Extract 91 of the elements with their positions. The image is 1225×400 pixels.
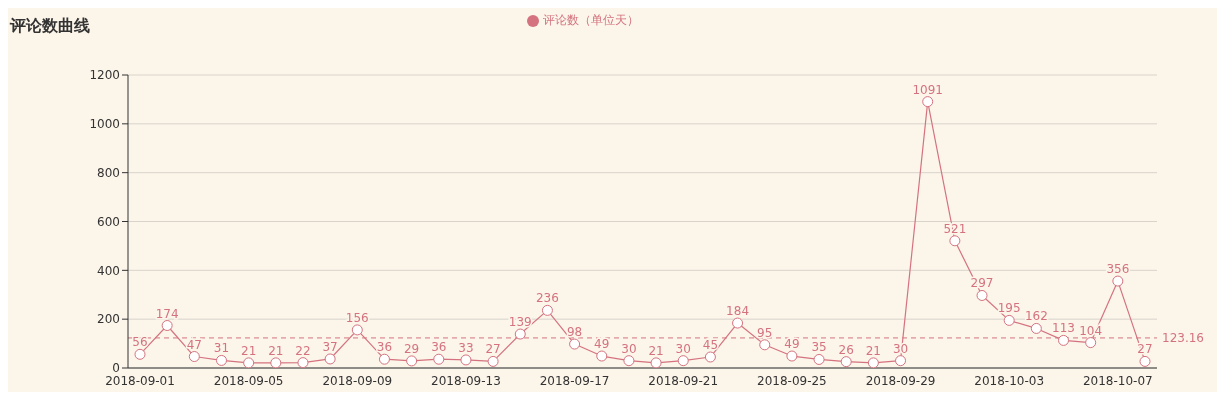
data-label: 35 [811, 340, 827, 355]
data-label: 27 [485, 342, 501, 357]
point [1030, 322, 1042, 334]
data-label: 29 [403, 341, 420, 356]
x-tick-label: 2018-09-01 [105, 373, 175, 388]
x-tick-label: 2018-10-07 [1082, 373, 1153, 388]
data-label: 21 [648, 343, 664, 358]
point [623, 355, 635, 367]
data-label: 184 [726, 304, 750, 319]
y-tick-label: 1200 [89, 68, 120, 83]
point [1003, 314, 1015, 326]
x-tick-label: 2018-09-05 [213, 373, 284, 388]
point [351, 324, 363, 336]
data-label: 21 [241, 343, 257, 358]
data-label: 113 [1052, 321, 1075, 336]
point [759, 339, 771, 351]
x-tick-label: 2018-09-29 [865, 373, 936, 388]
point [297, 357, 309, 368]
data-label: 47 [186, 337, 202, 352]
point [514, 328, 526, 340]
data-label: 33 [458, 340, 474, 355]
x-tick-label: 2018-09-17 [539, 373, 610, 388]
point [976, 289, 988, 301]
point [895, 355, 907, 367]
point [406, 355, 418, 367]
x-tick-label: 2018-09-21 [648, 373, 719, 388]
y-tick-label: 0 [112, 361, 120, 376]
data-label: 49 [784, 337, 800, 352]
data-label: 30 [675, 341, 691, 356]
point [487, 355, 499, 367]
data-label: 236 [535, 291, 559, 306]
point [243, 357, 255, 368]
point [541, 304, 553, 316]
point [596, 350, 608, 362]
data-label: 162 [1024, 309, 1048, 324]
data-label: 36 [431, 340, 447, 355]
point [215, 354, 227, 366]
legend-label: 评论数（单位天） [542, 13, 639, 27]
x-tick-label: 2018-09-09 [322, 373, 393, 388]
point [378, 353, 390, 365]
data-label: 98 [566, 325, 583, 340]
point [1112, 275, 1124, 287]
data-label: 21 [268, 343, 284, 358]
point [650, 357, 662, 368]
data-label: 22 [295, 343, 311, 358]
data-label: 95 [757, 325, 773, 340]
point [786, 350, 798, 362]
point [677, 355, 689, 367]
point [433, 353, 445, 365]
point [949, 235, 961, 247]
point [569, 338, 581, 350]
data-label: 37 [322, 339, 338, 354]
point [732, 317, 744, 329]
x-tick-label: 2018-09-25 [757, 373, 827, 388]
point [1085, 337, 1097, 349]
y-tick-label: 800 [97, 165, 120, 180]
y-tick-label: 600 [97, 214, 120, 229]
point [460, 354, 472, 366]
data-label: 156 [345, 310, 369, 325]
point [188, 351, 200, 363]
point [867, 357, 879, 368]
y-tick-label: 400 [97, 263, 120, 278]
point [813, 353, 825, 365]
data-label: 36 [376, 340, 393, 355]
point [1139, 355, 1151, 367]
data-label: 21 [865, 343, 882, 358]
data-label: 174 [155, 306, 179, 321]
y-tick-label: 200 [97, 312, 120, 327]
data-label: 56 [132, 335, 148, 350]
data-label: 45 [702, 338, 719, 353]
data-label: 26 [838, 342, 854, 357]
x-tick-label: 2018-10-03 [974, 373, 1045, 388]
chart-title: 评论数曲线 [10, 16, 90, 37]
point [1058, 334, 1070, 346]
point [134, 348, 146, 360]
ref-line-label: 123.16 [1162, 331, 1204, 346]
x-tick-label: 2018-09-13 [431, 373, 501, 388]
data-label: 49 [594, 337, 610, 352]
point [840, 356, 852, 368]
y-tick-label: 1000 [89, 117, 120, 132]
point [704, 351, 716, 363]
point [922, 96, 934, 108]
data-label: 195 [997, 301, 1021, 316]
point [324, 353, 336, 365]
point [270, 357, 282, 368]
data-label: 1091 [912, 82, 943, 97]
point [161, 320, 173, 332]
data-label: 139 [508, 315, 532, 330]
data-label: 356 [1106, 262, 1130, 277]
data-label: 31 [213, 341, 230, 356]
data-label: 30 [621, 341, 637, 356]
